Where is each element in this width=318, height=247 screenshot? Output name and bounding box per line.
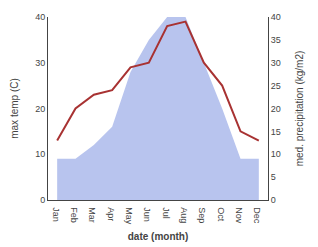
- svg-text:5: 5: [271, 172, 276, 182]
- svg-text:Oct: Oct: [216, 207, 226, 222]
- svg-text:10: 10: [271, 149, 281, 159]
- svg-text:med. precipitation (kg/m2): med. precipitation (kg/m2): [294, 51, 305, 167]
- svg-text:30: 30: [35, 58, 45, 68]
- svg-text:20: 20: [271, 104, 281, 114]
- svg-text:40: 40: [35, 12, 45, 22]
- svg-text:0: 0: [40, 195, 45, 205]
- svg-text:Aug: Aug: [179, 207, 189, 223]
- svg-text:Jul: Jul: [161, 207, 171, 219]
- svg-text:10: 10: [35, 149, 45, 159]
- svg-text:Feb: Feb: [69, 207, 79, 223]
- svg-text:0: 0: [271, 195, 276, 205]
- svg-text:Jan: Jan: [51, 207, 61, 222]
- svg-text:40: 40: [271, 12, 281, 22]
- svg-text:25: 25: [271, 81, 281, 91]
- svg-text:May: May: [124, 207, 134, 225]
- svg-text:Apr: Apr: [106, 207, 116, 221]
- svg-text:20: 20: [35, 104, 45, 114]
- svg-text:Dec: Dec: [252, 207, 262, 224]
- svg-text:date (month): date (month): [128, 231, 189, 242]
- svg-text:35: 35: [271, 35, 281, 45]
- svg-text:15: 15: [271, 127, 281, 137]
- svg-text:Mar: Mar: [87, 207, 97, 223]
- svg-text:max temp (C): max temp (C): [9, 78, 20, 139]
- svg-text:Jun: Jun: [142, 207, 152, 222]
- svg-text:Nov: Nov: [234, 207, 244, 224]
- svg-text:30: 30: [271, 58, 281, 68]
- svg-text:Sep: Sep: [197, 207, 207, 223]
